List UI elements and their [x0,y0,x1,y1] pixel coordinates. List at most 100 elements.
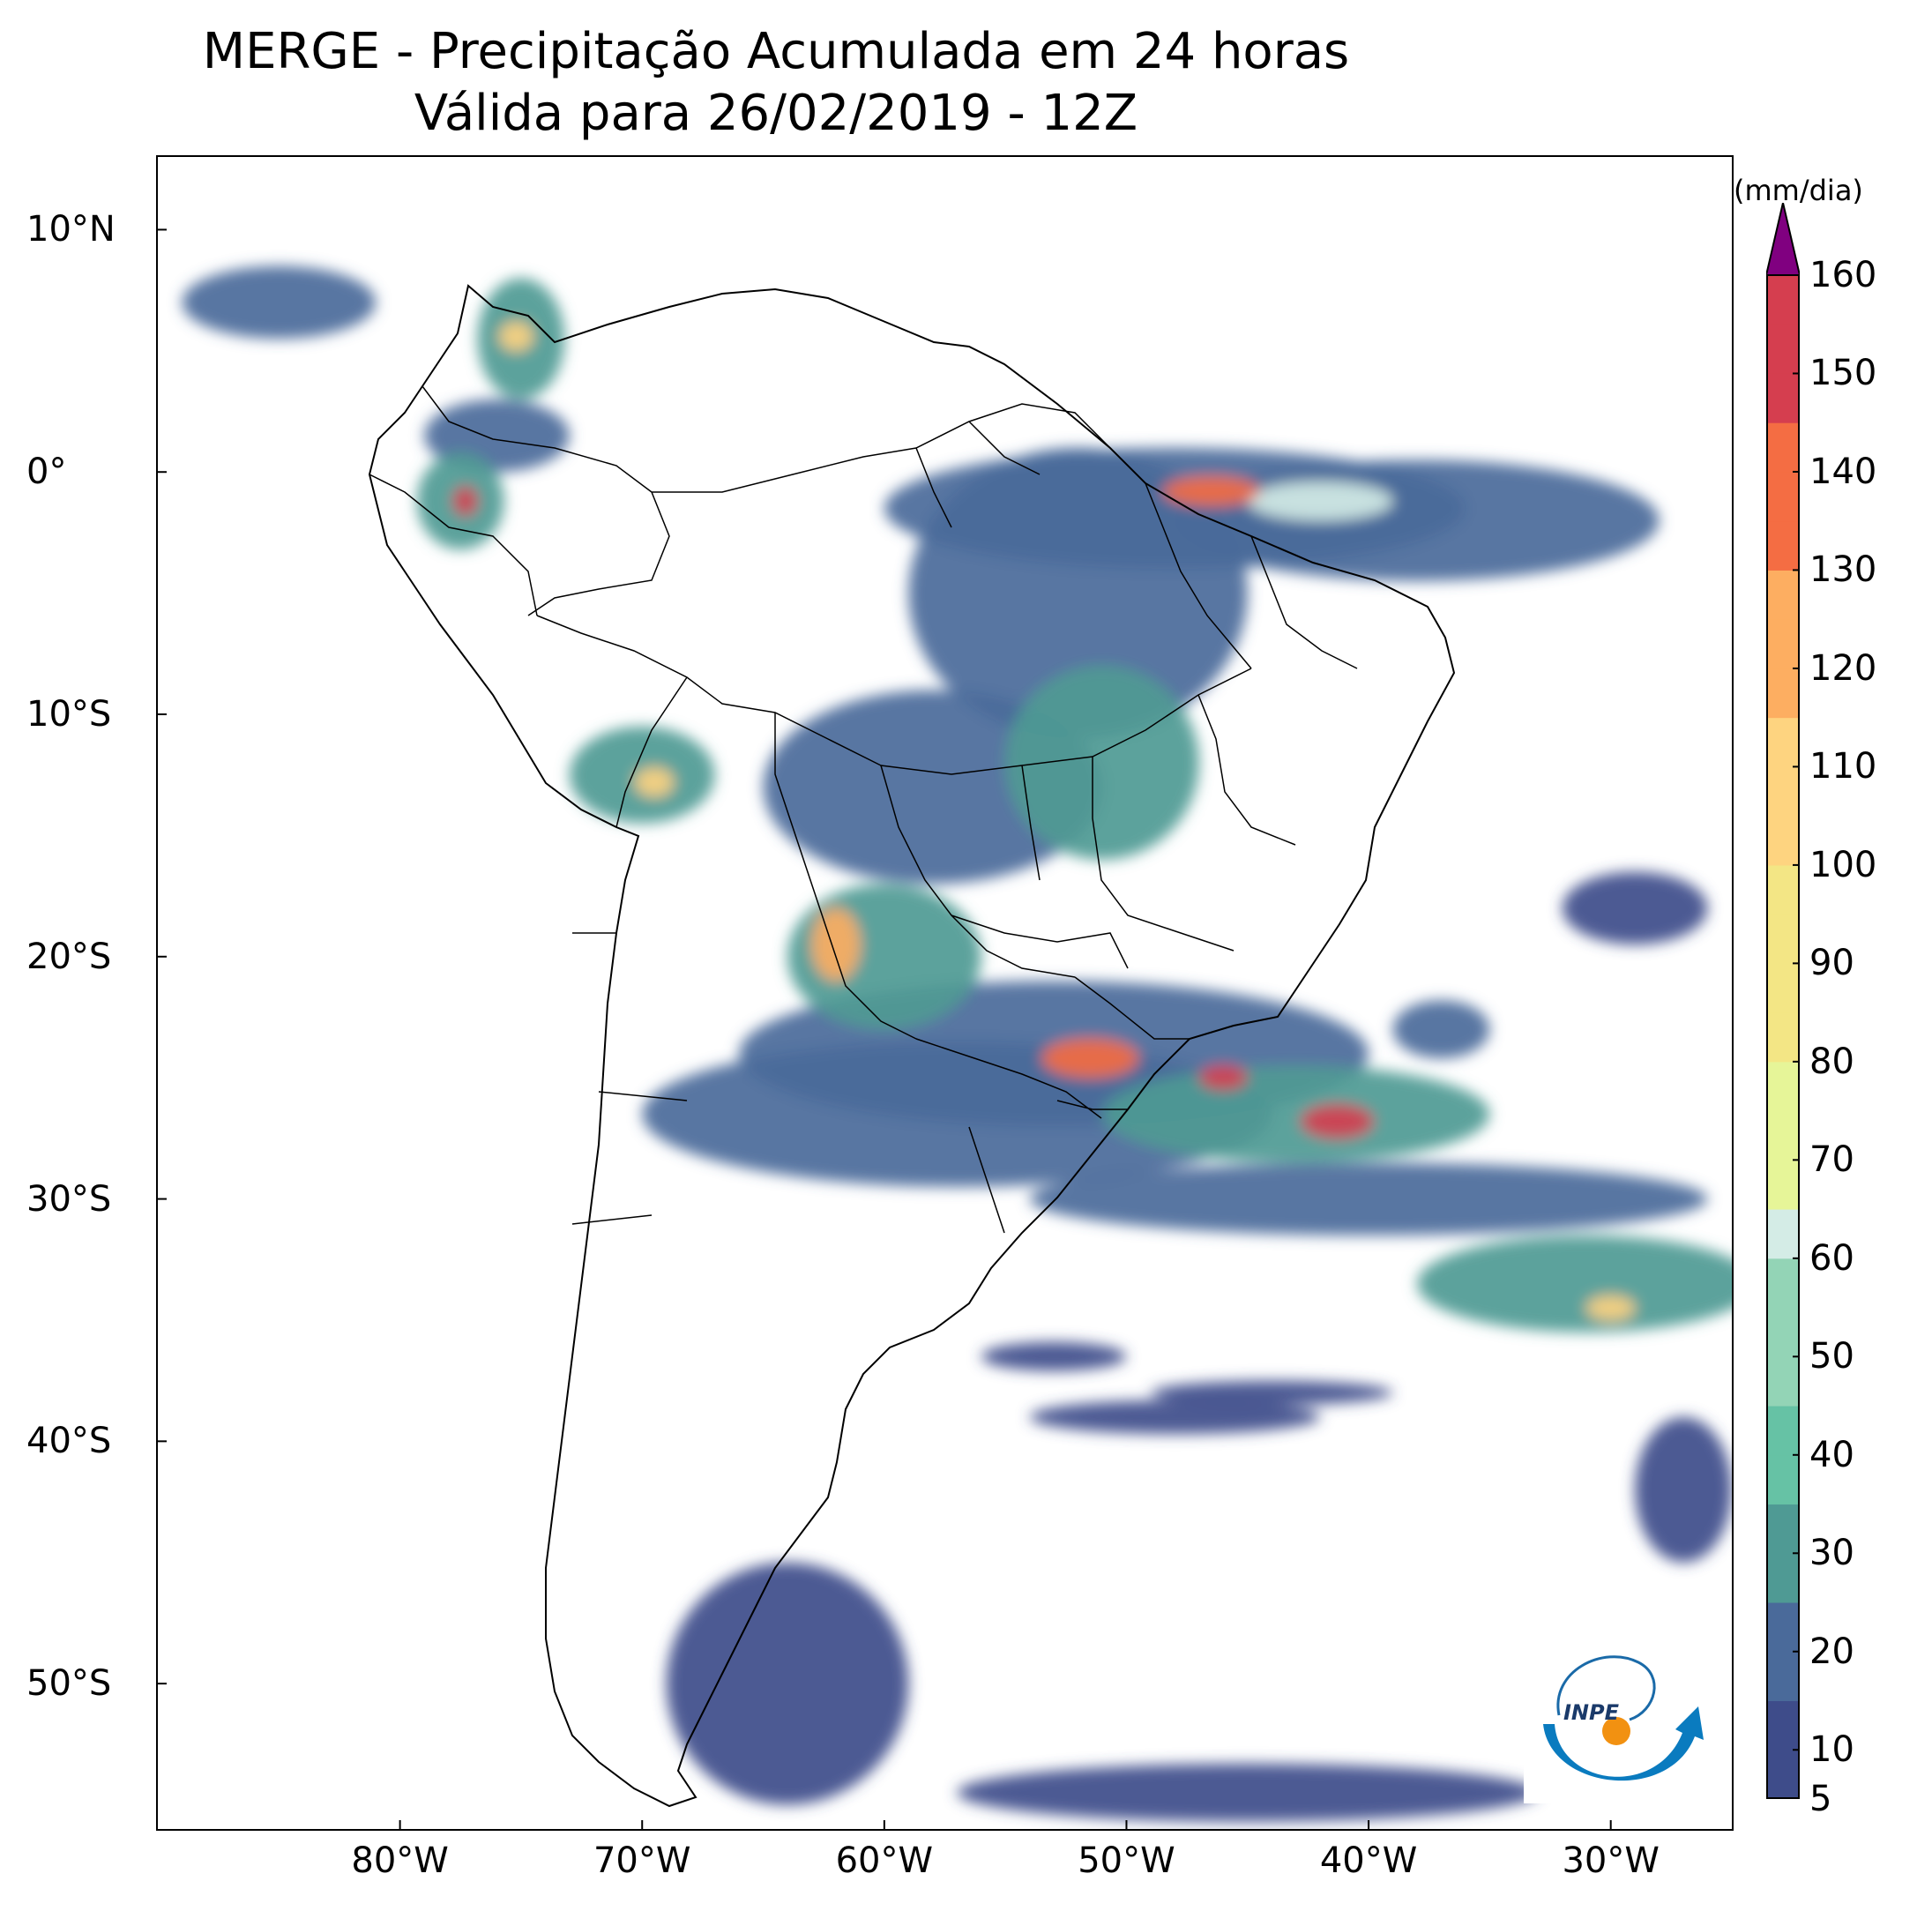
colorbar-tick-label: 80 [1809,1041,1854,1082]
colorbar-tick-label: 160 [1809,255,1877,295]
colorbar-outline [1766,274,1800,1799]
colorbar-tick-label: 60 [1809,1237,1854,1279]
precip-cell-26 [1586,1295,1636,1320]
map-ticks [158,228,1612,1829]
precip-cell-33 [453,486,478,516]
colorbar-tick-label: 140 [1809,451,1877,492]
precip-cell-12 [182,265,377,340]
precip-cell-29 [1041,1039,1139,1079]
colorbar-segment [1766,1209,1800,1259]
colorbar-extend-arrow [1766,203,1800,276]
colorbar-unit: (mm/dia) [1734,174,1863,207]
precip-cell-28 [811,907,861,982]
lat-label: 30°S [26,1178,112,1220]
logo-swoosh [1556,1655,1656,1721]
precip-cell-30 [1162,476,1260,506]
logo-text: INPE [1563,1700,1620,1725]
lat-label: 40°S [26,1421,112,1462]
colorbar-segment [1766,1553,1800,1603]
precip-cell-15 [1175,459,1660,581]
colorbar-tick-label: 30 [1809,1533,1854,1574]
precip-cell-32 [1198,1065,1248,1090]
colorbar-segment [1766,1258,1800,1309]
colorbar-segment [1766,1307,1800,1357]
lat-label: 50°S [26,1663,112,1705]
colorbar-segment [1766,864,1800,915]
lon-label: 70°W [593,1840,691,1881]
lat-label: 10°S [26,694,112,735]
colorbar-segment [1766,816,1800,866]
precip-cell-5 [957,1763,1539,1822]
logo-sun [1602,1717,1630,1745]
precip-cell-1 [981,1341,1127,1371]
map-subtitle: Válida para 26/02/2019 - 12Z [414,85,1138,142]
colorbar-segment [1766,1110,1800,1161]
colorbar-segment [1766,1700,1800,1751]
colorbar-tick-label: 50 [1809,1336,1854,1377]
lat-label: 0° [26,452,67,493]
country-borders [369,385,1358,1234]
colorbar-segment [1766,619,1800,669]
colorbar-segment [1766,422,1800,473]
lat-label: 20°S [26,936,112,977]
colorbar-tick-label: 100 [1809,844,1877,885]
colorbar-segment [1766,570,1800,620]
colorbar-segment [1766,1504,1800,1554]
colorbar-tick-label: 20 [1809,1631,1854,1672]
precip-cell-0 [666,1562,909,1805]
colorbar-tick-label: 70 [1809,1139,1854,1181]
colorbar-segment [1766,1454,1800,1505]
colorbar-segment [1766,471,1800,522]
inpe-logo: INPE [1524,1636,1713,1803]
lon-label: 60°W [835,1840,934,1881]
colorbar-segment [1766,1160,1800,1210]
precip-cell-27 [499,321,533,351]
colorbar-tick-label: 150 [1809,353,1877,394]
precip-cell-17 [1005,666,1199,860]
lon-label: 40°W [1319,1840,1418,1881]
colorbar-segment [1766,766,1800,817]
lon-label: 50°W [1078,1840,1175,1881]
lon-label: 80°W [351,1840,449,1881]
colorbar-segment [1766,1750,1800,1799]
colorbar-segment [1766,963,1800,1013]
precip-cell-13 [1392,1000,1490,1059]
colorbar-segment [1766,1061,1800,1112]
colorbar-segment [1766,520,1800,571]
precip-cell-25 [634,767,674,797]
precip-cell-3 [1150,1380,1393,1406]
colorbar-tick-label: 110 [1809,746,1877,788]
colorbar-segment [1766,373,1800,423]
precip-cell-22 [1102,1065,1490,1163]
precipitation-map [158,228,1732,1829]
colorbar-segment [1766,324,1800,374]
precip-cell-20 [1417,1235,1732,1332]
colorbar-segment [1766,1012,1800,1063]
colorbar-tick-label: 90 [1809,943,1854,984]
colorbar-tick-label: 120 [1809,647,1877,689]
colorbar-tick-label: 40 [1809,1434,1854,1475]
colorbar-segment [1766,1602,1800,1653]
colorbar-segment [1766,1406,1800,1456]
precip-cell-2 [1029,1400,1321,1435]
colorbar-segment [1766,275,1800,325]
lat-label: 10°N [26,209,116,250]
coastline-layer [368,284,1456,1808]
logo-arrow [1543,1706,1704,1781]
south-america-coastline [368,284,1456,1808]
colorbar-tick-label: 10 [1809,1729,1854,1771]
precip-cell-4 [1635,1416,1732,1563]
lon-label: 30°W [1562,1840,1660,1881]
precip-cell-10 [1029,1162,1708,1235]
colorbar-tick-label: 130 [1809,549,1877,591]
colorbar-segment [1766,1651,1800,1702]
colorbar-segment [1766,914,1800,964]
colorbar-segment [1766,717,1800,767]
colorbar-segment [1766,668,1800,719]
map-panel [156,155,1734,1831]
precip-cell-24 [1247,481,1393,521]
colorbar-segment [1766,1356,1800,1407]
precip-cell-6 [1562,871,1708,945]
precip-cell-31 [1301,1104,1374,1138]
colorbar [1766,203,1800,1799]
